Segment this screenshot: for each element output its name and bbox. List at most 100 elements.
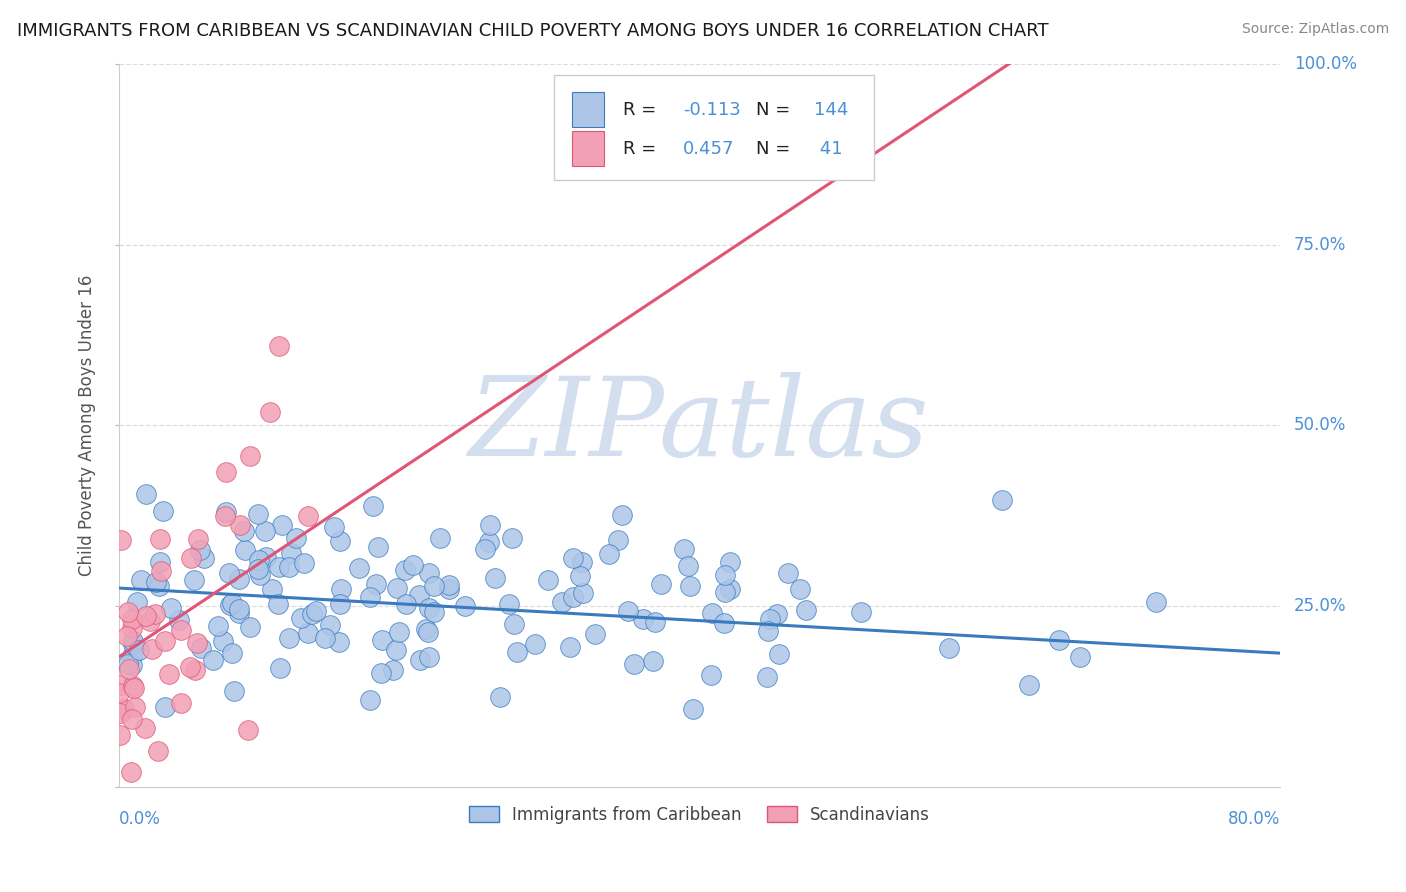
Point: [127, 594, 149, 608]
Point: [571, 586, 593, 600]
Point: [439, 578, 461, 592]
Point: [202, 653, 225, 667]
Point: [551, 595, 574, 609]
Point: [159, 666, 181, 681]
Point: [623, 657, 645, 672]
Point: [267, 339, 290, 353]
Point: [720, 582, 742, 597]
Point: [193, 551, 215, 566]
Point: [121, 621, 143, 635]
Point: [359, 590, 381, 604]
Point: [128, 643, 150, 657]
Point: [478, 535, 501, 549]
Point: [214, 509, 236, 524]
Point: [141, 642, 163, 657]
Point: [179, 660, 201, 674]
Point: [269, 661, 291, 675]
Text: 50.0%: 50.0%: [1294, 417, 1346, 434]
Point: [246, 562, 269, 576]
Text: 144: 144: [814, 101, 849, 119]
Point: [239, 449, 262, 463]
Point: [110, 533, 132, 547]
Point: [254, 524, 277, 538]
Point: [359, 693, 381, 707]
Point: [233, 524, 256, 538]
Point: [235, 542, 257, 557]
Point: [571, 555, 593, 569]
Point: [170, 697, 193, 711]
FancyBboxPatch shape: [572, 131, 605, 166]
Point: [682, 702, 704, 716]
Point: [1018, 678, 1040, 692]
Point: [423, 605, 446, 619]
Point: [503, 617, 526, 632]
Point: [330, 582, 353, 596]
Point: [1069, 650, 1091, 665]
Point: [170, 623, 193, 637]
Point: [270, 517, 292, 532]
Point: [228, 601, 250, 615]
Point: [280, 546, 302, 560]
Point: [768, 647, 790, 661]
Point: [606, 533, 628, 547]
Point: [183, 573, 205, 587]
Point: [319, 618, 342, 632]
Point: [297, 626, 319, 640]
Point: [506, 645, 529, 659]
Point: [562, 550, 585, 565]
Point: [145, 574, 167, 589]
Text: ZIPatlas: ZIPatlas: [470, 372, 929, 479]
Point: [789, 582, 811, 596]
Point: [474, 542, 496, 557]
Point: [134, 721, 156, 735]
Point: [329, 598, 352, 612]
Text: 100.0%: 100.0%: [1294, 55, 1357, 73]
Point: [394, 563, 416, 577]
Point: [1144, 594, 1167, 608]
Legend: Immigrants from Caribbean, Scandinavians: Immigrants from Caribbean, Scandinavians: [463, 799, 936, 830]
Point: [148, 579, 170, 593]
Point: [153, 700, 176, 714]
Point: [187, 532, 209, 546]
Point: [122, 681, 145, 695]
Point: [108, 685, 131, 699]
Point: [776, 566, 799, 580]
Point: [617, 604, 640, 618]
Point: [160, 601, 183, 615]
Point: [215, 505, 238, 519]
Point: [149, 555, 172, 569]
Point: [849, 605, 872, 619]
Point: [117, 605, 139, 619]
Point: [278, 631, 301, 645]
Point: [108, 728, 131, 742]
Point: [569, 569, 592, 583]
Point: [139, 615, 162, 629]
Point: [714, 568, 737, 582]
Point: [228, 606, 250, 620]
Text: 0.0%: 0.0%: [120, 810, 162, 828]
Point: [121, 611, 143, 625]
Point: [278, 559, 301, 574]
Point: [120, 765, 142, 780]
Point: [212, 634, 235, 648]
Point: [395, 597, 418, 611]
Point: [794, 603, 817, 617]
Point: [644, 615, 666, 629]
Point: [347, 561, 370, 575]
Point: [537, 573, 560, 587]
Text: 80.0%: 80.0%: [1227, 810, 1279, 828]
Point: [259, 404, 281, 418]
Point: [437, 582, 460, 597]
Point: [221, 596, 243, 610]
Point: [247, 507, 270, 521]
Point: [388, 624, 411, 639]
Point: [121, 712, 143, 726]
Point: [186, 636, 208, 650]
Point: [322, 520, 344, 534]
Text: 25.0%: 25.0%: [1294, 597, 1346, 615]
Point: [429, 532, 451, 546]
Point: [364, 577, 387, 591]
Text: 75.0%: 75.0%: [1294, 235, 1346, 254]
Point: [612, 508, 634, 523]
Point: [489, 690, 512, 704]
